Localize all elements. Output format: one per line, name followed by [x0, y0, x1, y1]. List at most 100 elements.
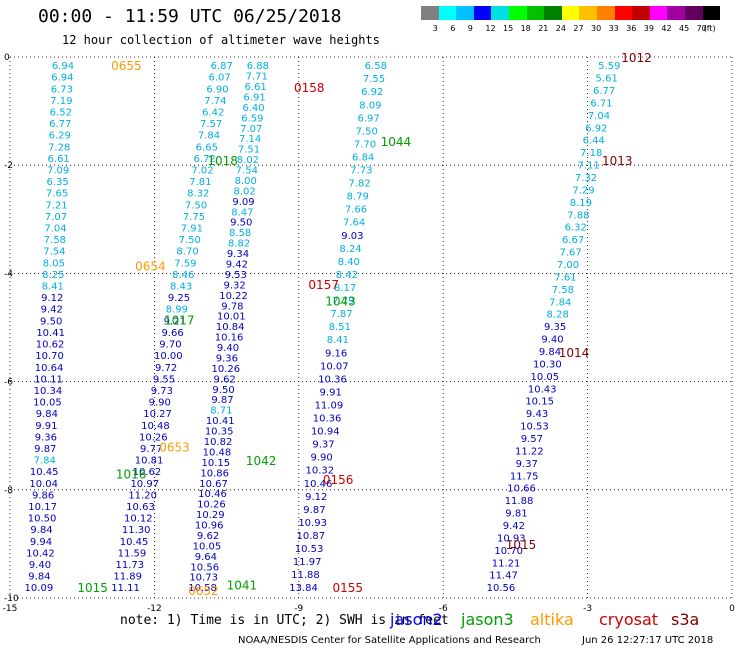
wave-height-value: 9.78: [221, 301, 243, 312]
wave-height-value: 7.58: [552, 285, 574, 296]
wave-height-value: 10.56: [190, 562, 219, 573]
wave-height-value: 6.84: [352, 152, 374, 163]
wave-height-value: 10.56: [487, 583, 516, 594]
pass-label: 0155: [332, 581, 363, 595]
wave-height-value: 9.40: [29, 560, 51, 571]
wave-height-value: 5.59: [598, 61, 620, 72]
wave-height-value: 8.46: [172, 270, 194, 281]
wave-height-value: 10.41: [36, 328, 65, 339]
y-tick-label: -8: [4, 486, 13, 496]
wave-height-value: 7.50: [185, 200, 207, 211]
pass-label: 1042: [246, 454, 277, 468]
wave-height-value: 8.19: [570, 198, 592, 209]
wave-height-value: 6.52: [50, 108, 72, 119]
wave-height-value: 6.44: [583, 136, 605, 147]
wave-height-value: 6.58: [365, 61, 387, 72]
wave-height-value: 9.37: [516, 459, 538, 470]
wave-height-value: 10.27: [143, 409, 172, 420]
wave-height-value: 10.48: [141, 421, 170, 432]
wave-height-value: 10.29: [196, 510, 225, 521]
wave-height-value: 11.11: [111, 583, 140, 594]
wave-height-value: 7.09: [47, 166, 69, 177]
wave-height-value: 7.70: [354, 139, 376, 150]
colorbar-swatch: [561, 6, 580, 20]
wave-height-value: 6.77: [593, 86, 615, 97]
wave-height-value: 9.87: [34, 444, 56, 455]
wave-height-value: 9.64: [195, 552, 217, 563]
wave-height-value: 8.24: [339, 244, 361, 255]
wave-height-value: 9.55: [153, 374, 175, 385]
wave-height-value: 9.84: [28, 572, 50, 583]
colorbar-label: 9: [467, 24, 473, 33]
wave-height-value: 6.59: [241, 113, 263, 124]
wave-height-value: 7.81: [189, 177, 211, 188]
wave-height-value: 9.84: [36, 409, 58, 420]
wave-height-value: 9.84: [30, 525, 52, 536]
wave-height-value: 10.35: [205, 427, 234, 438]
wave-height-value: 8.41: [42, 282, 64, 293]
wave-height-value: 10.17: [28, 502, 57, 513]
wave-height-value: 9.84: [539, 347, 561, 358]
satellite-legend-cryosat: cryosat: [599, 610, 659, 629]
pass-label: 1013: [602, 154, 633, 168]
wave-height-value: 6.29: [49, 131, 71, 142]
wave-height-value: 6.61: [245, 82, 267, 93]
wave-height-value: 7.75: [183, 212, 205, 223]
wave-height-value: 7.21: [45, 200, 67, 211]
wave-height-value: 6.35: [46, 177, 68, 188]
wave-height-value: 7.84: [549, 297, 571, 308]
wave-height-value: 10.05: [193, 541, 222, 552]
satellite-legend-s3a: s3a: [671, 610, 700, 629]
wave-height-value: 10.11: [34, 374, 63, 385]
wave-height-value: 10.94: [311, 427, 340, 438]
wave-height-value: 10.73: [189, 573, 218, 584]
pass-label: 1012: [621, 51, 652, 65]
colorbar-label: 33: [608, 24, 619, 33]
wave-height-value: 9.21: [164, 316, 186, 327]
wave-height-value: 11.75: [510, 471, 539, 482]
wave-height-value: 10.42: [26, 548, 55, 559]
wave-height-value: 10.45: [120, 537, 149, 548]
pass-label: 1015: [506, 538, 537, 552]
pass-label: 1015: [77, 581, 108, 595]
wave-height-value: 6.77: [49, 119, 71, 130]
wave-height-value: 9.42: [503, 521, 525, 532]
wave-height-value: 6.61: [48, 154, 70, 165]
wave-height-value: 10.87: [297, 531, 326, 542]
wave-height-value: 7.66: [345, 205, 367, 216]
wave-height-value: 7.04: [44, 224, 66, 235]
page-subtitle: 12 hour collection of altimeter wave hei…: [62, 33, 380, 47]
wave-height-value: 10.53: [295, 544, 324, 555]
wave-height-value: 9.16: [325, 348, 347, 359]
wave-height-value: 7.82: [348, 179, 370, 190]
wave-height-value: 6.32: [565, 223, 587, 234]
colorbar-label: (ft): [703, 24, 716, 33]
colorbar-swatch: [438, 6, 457, 20]
wave-height-value: 10.82: [204, 437, 233, 448]
wave-height-value: 10.26: [139, 432, 168, 443]
colorbar-label: 45: [679, 24, 690, 33]
wave-height-value: 10.86: [200, 468, 229, 479]
wave-height-value: 7.04: [588, 111, 610, 122]
wave-height-value: 10.67: [199, 479, 228, 490]
wave-height-value: 9.34: [227, 249, 249, 260]
wave-height-value: 7.00: [557, 260, 579, 271]
wave-height-value: 9.43: [526, 409, 548, 420]
wave-height-value: 9.70: [159, 340, 181, 351]
wave-height-value: 9.62: [214, 374, 236, 385]
wave-height-value: 7.58: [44, 235, 66, 246]
wave-height-value: 8.41: [327, 335, 349, 346]
x-tick-label: -12: [147, 604, 162, 614]
wave-height-value: 10.12: [124, 514, 153, 525]
wave-height-value: 11.21: [492, 558, 521, 569]
wave-height-value: 8.82: [228, 239, 250, 250]
colorbar-swatch: [632, 6, 650, 20]
wave-height-value: 6.90: [206, 84, 228, 95]
satellite-legend-altika: altika: [530, 610, 574, 629]
colorbar-swatch: [614, 6, 633, 20]
wave-height-value: 7.91: [181, 224, 203, 235]
colorbar-label: 15: [503, 24, 514, 33]
wave-height-value: 9.35: [544, 322, 566, 333]
wave-height-value: 7.87: [330, 309, 352, 320]
wave-height-value: 6.40: [242, 103, 264, 114]
